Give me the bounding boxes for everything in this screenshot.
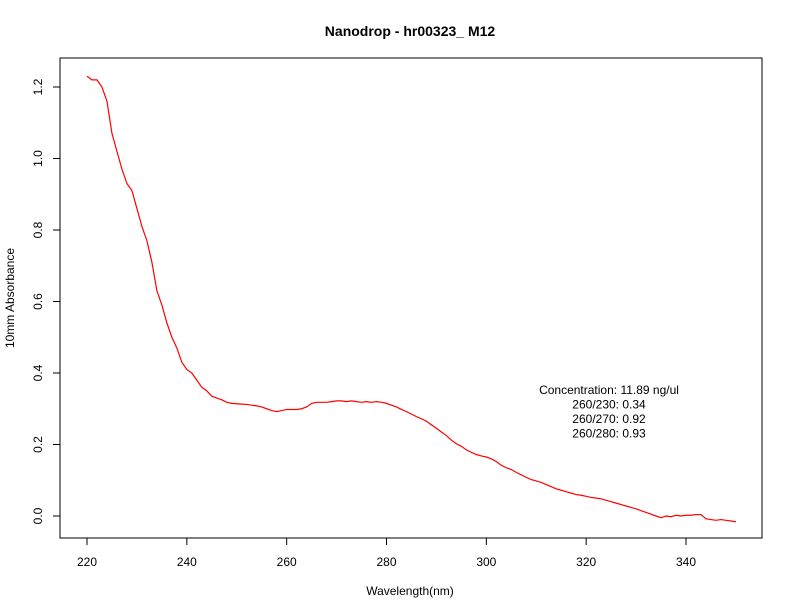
x-tick-label: 300 [476,555,496,569]
y-tick-label: 0.8 [31,221,45,238]
y-tick-label: 1.0 [31,150,45,167]
x-axis-label: Wavelength(nm) [366,584,454,598]
x-tick-label: 280 [376,555,396,569]
x-tick-label: 320 [576,555,596,569]
annotation-line: 260/270: 0.92 [572,412,646,426]
x-tick-label: 340 [676,555,696,569]
y-tick-label: 0.0 [31,507,45,524]
plot-frame [59,57,763,539]
y-tick-label: 0.2 [31,436,45,453]
absorbance-line [86,75,737,523]
y-tick-label: 0.4 [31,364,45,381]
annotation-line: 260/230: 0.34 [572,398,646,412]
annotation-line: Concentration: 11.89 ng/ul [539,383,679,397]
x-tick-label: 240 [177,555,197,569]
chart-title: Nanodrop - hr00323_ M12 [325,23,496,39]
annotation-line: 260/280: 0.93 [572,427,646,441]
y-tick-label: 0.6 [31,293,45,310]
x-tick-label: 260 [277,555,297,569]
x-tick-label: 220 [77,555,97,569]
y-tick-label: 1.2 [31,78,45,95]
x-axis: 220 240 260 280 300 320 340 [77,537,696,569]
y-axis: 0.0 0.2 0.4 0.6 0.8 1.0 1.2 [31,78,61,524]
y-axis-label: 10mm Absorbance [3,248,17,348]
